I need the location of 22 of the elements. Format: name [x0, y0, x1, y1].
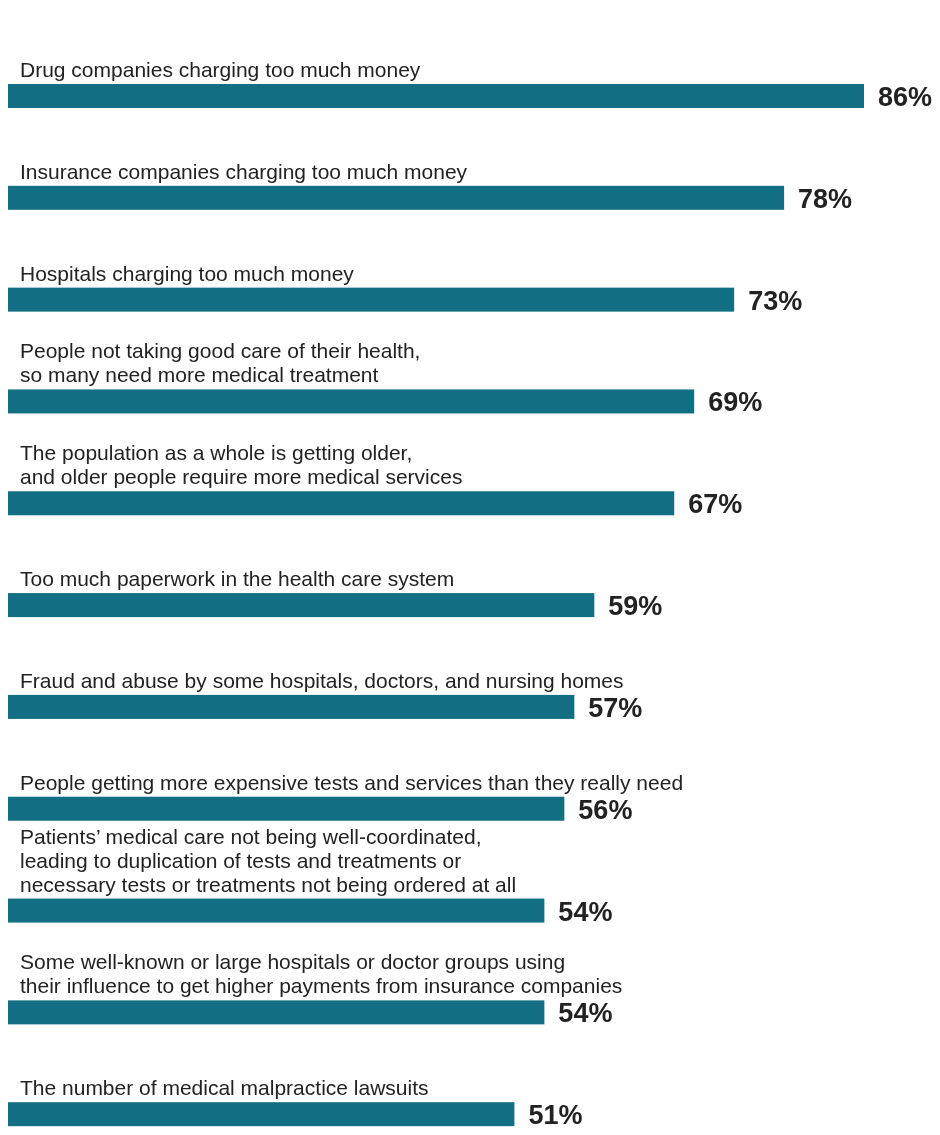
y-tick-label: The number of medical malpractice lawsuits — [20, 1076, 429, 1100]
y-tick-label: Some well-known or large hospitals or doctor groups using their influence to get higher payments from insurance companies — [20, 950, 623, 998]
y-tick-label: Too much paperwork in the health care system — [20, 567, 455, 591]
data-label: 51% — [528, 1100, 583, 1131]
data-label: 54% — [558, 998, 613, 1029]
y-tick-label: Patients’ medical care not being well-coordinated, leading to duplication of tests and treatments or necessary tests or treatments not being ordered at all — [20, 824, 517, 896]
data-label: 56% — [578, 794, 633, 825]
y-tick-label: People not taking good care of their health, so many need more medical treatment — [20, 339, 421, 387]
y-tick-label: Fraud and abuse by some hospitals, doctors, and nursing homes — [20, 668, 624, 692]
data-label: 86% — [878, 82, 933, 112]
data-label: 69% — [708, 387, 763, 418]
y-tick-label: Drug companies charging too much money — [20, 58, 421, 81]
y-tick-label: Hospitals charging too much money — [20, 261, 355, 285]
y-tick-label: People getting more expensive tests and services than they really need — [20, 770, 684, 794]
y-tick-label: The population as a whole is getting older, and older people require more medical services — [20, 441, 463, 489]
data-label: 67% — [688, 489, 743, 520]
data-label: 59% — [608, 591, 663, 622]
data-label: 57% — [588, 692, 643, 723]
data-label: 78% — [798, 183, 853, 214]
y-tick-label: Insurance companies charging too much money — [20, 159, 468, 183]
data-label: 73% — [748, 285, 803, 316]
data-label: 54% — [558, 896, 613, 927]
